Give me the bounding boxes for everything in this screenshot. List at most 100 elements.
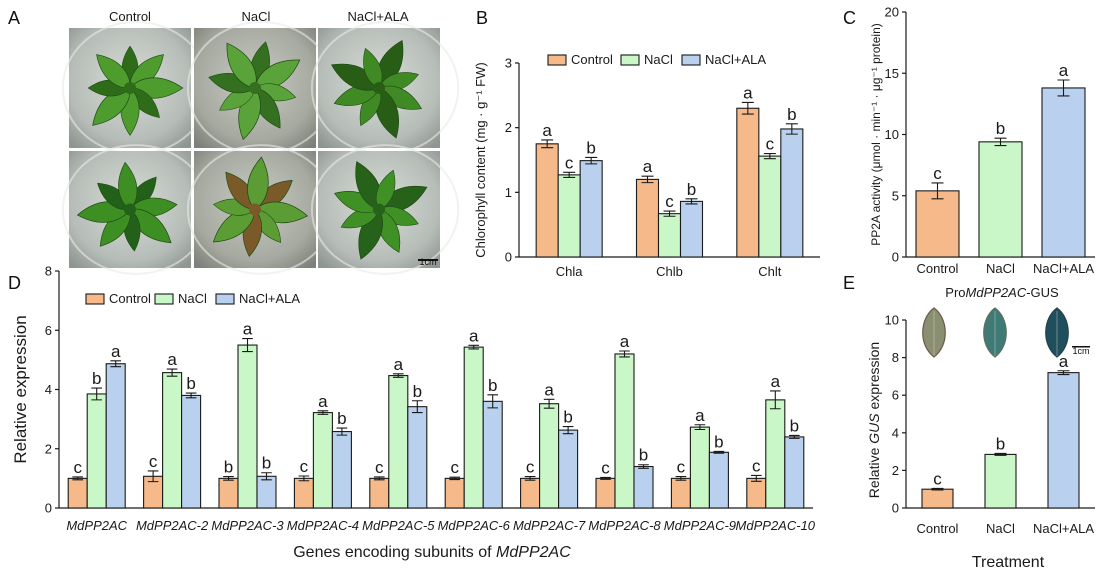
plant-photo-control-top xyxy=(61,21,211,155)
plant-photo-nacl-ala-top xyxy=(310,21,460,155)
chart-b-legend-swatch-control xyxy=(547,54,567,66)
chart-d-bar-mdpp2ac-4-nacl xyxy=(312,412,333,509)
chart-d-category-label: MdPP2AC-6 xyxy=(438,518,511,533)
chart-d-ytick-label: 6 xyxy=(45,323,52,338)
chart-b-error-bar xyxy=(663,210,676,217)
chart-c-ytick-label: 20 xyxy=(885,5,899,20)
chart-d-sig-letter: a xyxy=(318,392,328,411)
chart-b-error-bar xyxy=(785,123,798,135)
chart-b-legend-label-control: Control xyxy=(571,52,613,67)
chart-d-bar-mdpp2ac-3-nacl xyxy=(237,344,258,509)
chart-d-bar-mdpp2ac-7-control xyxy=(520,477,541,509)
chart-d-sig-letter: b xyxy=(790,416,799,435)
chart-d-sig-letter: b xyxy=(186,374,195,393)
chart-e-ytick-label: 4 xyxy=(892,425,899,440)
chart-c-sig-letter: c xyxy=(933,164,942,183)
chart-d-error-bar xyxy=(638,464,649,469)
chart-d-bar-mdpp2ac-6-nacl xyxy=(463,346,484,509)
chart-d-sig-letter: b xyxy=(262,454,271,473)
chart-d-sig-letter: c xyxy=(677,458,686,477)
chart-d-ytick-label: 2 xyxy=(45,441,52,456)
chart-d-error-bar xyxy=(223,476,234,481)
chart-d-sig-letter: c xyxy=(73,458,82,477)
chart-e-category-label: Control xyxy=(917,521,959,536)
chart-d-sig-letter: b xyxy=(563,408,572,427)
chart-d-legend-label-nacl: NaCl xyxy=(178,291,207,306)
chart-d-bar-mdpp2ac-8-control xyxy=(595,477,616,509)
chart-d-error-bar xyxy=(373,476,385,481)
chart-b-error-bar xyxy=(741,101,754,115)
chart-e-ytick-label: 0 xyxy=(892,501,899,516)
chart-c-ytick-label: 5 xyxy=(892,188,899,203)
chart-d-category-label: MdPP2AC-7 xyxy=(513,518,586,533)
chart-c-category-label: NaCl xyxy=(986,261,1015,276)
chart-c-ylabel: PP2A activity (μmol · min⁻¹ · μg⁻¹ prote… xyxy=(869,23,883,246)
chart-b-error-bar xyxy=(685,198,698,205)
chart-c-bar-control-single xyxy=(915,190,960,258)
chart-d-sig-letter: c xyxy=(526,458,535,477)
chart-b-ytick-label: 2 xyxy=(505,120,512,135)
chart-c-error-bar xyxy=(994,137,1007,147)
chart-d-sig-letter: c xyxy=(300,457,309,476)
chart-b-legend-label-nacl-ala: NaCl+ALA xyxy=(705,52,766,67)
chart-c-error-bar xyxy=(1057,79,1070,97)
chart-d-sig-letter: c xyxy=(752,456,761,475)
chart-d-bar-mdpp2ac-9-control xyxy=(670,477,691,509)
photo-column-title-control: Control xyxy=(109,9,151,24)
chart-b-error-bar xyxy=(763,152,776,160)
chart-d-error-bar xyxy=(110,360,122,368)
chart-d-sig-letter: a xyxy=(111,342,121,361)
chart-d-category-label: MdPP2AC-3 xyxy=(211,518,284,533)
chart-e-gus-expression: 0 2 4 6 8 10 c Control b NaCl a NaCl+ALA Treatment xyxy=(885,313,1095,571)
chart-c-ytick-label: 0 xyxy=(892,250,899,265)
scale-bar-e xyxy=(1072,346,1090,348)
chart-d-sig-letter: b xyxy=(714,432,723,451)
chart-b-ytick-label: 3 xyxy=(505,56,512,71)
chart-d-bar-mdpp2ac-2-nacl-ala xyxy=(181,394,202,509)
chart-d-ytick-label: 4 xyxy=(45,382,52,397)
chart-b-bar-chlb-control xyxy=(635,178,660,258)
chart-b-sig-letter: a xyxy=(643,157,653,176)
chart-b-legend-swatch-nacl xyxy=(620,54,640,66)
chart-d-bar-mdpp2ac-6-nacl-ala xyxy=(482,400,503,509)
panel-label-a: A xyxy=(8,8,20,28)
chart-e-ytick-label: 6 xyxy=(892,388,899,403)
chart-c-ytick-label: 15 xyxy=(885,66,899,81)
chart-d-category-label: MdPP2AC-9 xyxy=(664,518,736,533)
chart-e-bar-nacl-ala-single xyxy=(1047,372,1080,509)
chart-d-sig-letter: b xyxy=(92,369,101,388)
plant-photo-grid xyxy=(61,21,460,275)
chart-c-category-label: NaCl+ALA xyxy=(1033,261,1094,276)
chart-d-bar-mdpp2ac-3-nacl-ala xyxy=(256,475,277,509)
chart-d-error-bar xyxy=(185,392,197,399)
chart-d-bar-mdpp2ac-7-nacl-ala xyxy=(558,429,579,509)
chart-b-category-label: Chla xyxy=(556,264,584,279)
chart-d-error-bar xyxy=(91,387,103,401)
chart-e-bar-control-single xyxy=(921,488,954,509)
chart-c-pp2a-activity: 0 5 10 15 20 c Control b NaCl a NaCl+ALA PP2A activ… xyxy=(869,5,1095,276)
gus-leaf-images xyxy=(922,307,1069,358)
scale-bar-a xyxy=(418,259,438,261)
chart-d-category-label: MdPP2AC-2 xyxy=(136,518,209,533)
chart-e-error-bar xyxy=(994,452,1007,456)
chart-b-sig-letter: c xyxy=(766,135,775,154)
chart-d-error-bar xyxy=(261,472,272,481)
chart-d-sig-letter: b xyxy=(224,458,233,477)
chart-b-sig-letter: b xyxy=(586,138,595,157)
chart-b-bar-chlb-nacl xyxy=(657,213,682,258)
chart-b-error-bar xyxy=(641,175,654,184)
chart-d-bar-mdpp2ac-7-nacl xyxy=(539,403,560,509)
chart-e-ytick-label: 10 xyxy=(885,313,899,328)
chart-d-error-bar xyxy=(769,390,781,410)
chart-d-error-bar xyxy=(524,476,536,481)
chart-b-ytick-label: 1 xyxy=(505,185,512,200)
chart-b-sig-letter: c xyxy=(565,153,574,172)
chart-d-sig-letter: a xyxy=(469,326,479,345)
chart-d-error-bar xyxy=(336,427,348,436)
chart-d-category-label: MdPP2AC-8 xyxy=(588,518,661,533)
chart-d-sig-letter: a xyxy=(771,372,781,391)
chart-d-error-bar xyxy=(487,394,499,409)
chart-d-error-bar xyxy=(449,476,461,481)
chart-d-error-bar xyxy=(411,400,423,414)
